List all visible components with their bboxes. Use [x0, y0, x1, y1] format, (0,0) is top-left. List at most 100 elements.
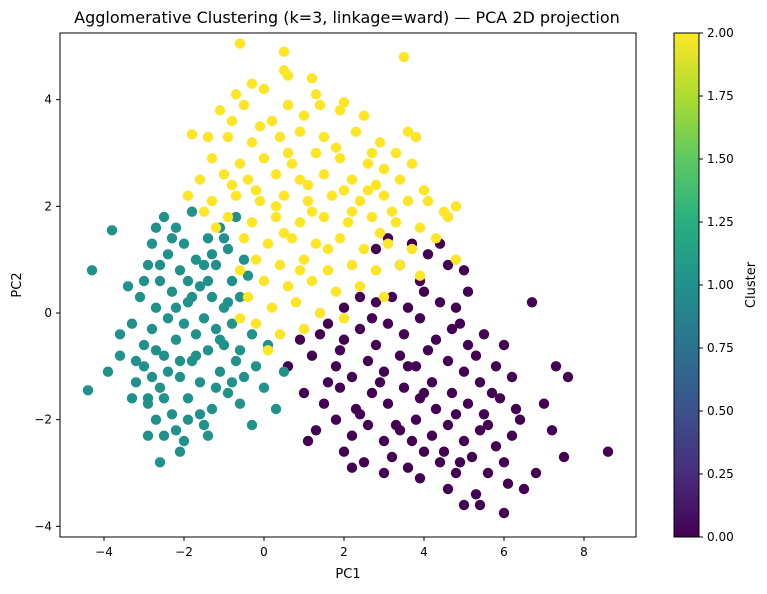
point-cluster-2 — [422, 195, 434, 207]
point-cluster-0 — [482, 419, 494, 431]
point-cluster-2 — [214, 105, 226, 116]
point-cluster-1 — [222, 297, 234, 308]
colorbar-tick-label: 1.75 — [707, 89, 734, 103]
point-cluster-0 — [546, 425, 558, 436]
point-cluster-0 — [418, 387, 430, 399]
point-cluster-2 — [330, 142, 342, 153]
point-cluster-0 — [334, 382, 346, 393]
point-cluster-1 — [246, 329, 258, 340]
colorbar-tick-label: 0.00 — [707, 530, 734, 544]
point-cluster-1 — [278, 366, 290, 377]
point-cluster-2 — [226, 179, 238, 191]
point-cluster-1 — [270, 403, 282, 415]
point-cluster-0 — [434, 297, 446, 308]
point-cluster-0 — [498, 339, 510, 351]
point-cluster-1 — [158, 393, 170, 404]
point-cluster-2 — [302, 179, 314, 191]
point-cluster-2 — [386, 206, 398, 217]
point-cluster-0 — [418, 286, 430, 297]
point-cluster-1 — [242, 270, 254, 281]
point-cluster-2 — [258, 275, 270, 287]
point-cluster-0 — [362, 355, 374, 367]
point-cluster-1 — [162, 313, 174, 324]
point-cluster-0 — [450, 302, 462, 313]
colorbar-tick-label: 2.00 — [707, 26, 734, 40]
point-cluster-0 — [450, 467, 462, 479]
point-cluster-1 — [222, 243, 234, 255]
point-cluster-1 — [206, 249, 218, 260]
colorbar-axis: 0.00 0.25 0.50 0.75 1.00 1.25 1.50 1.75 2.00 — [699, 26, 734, 544]
point-cluster-0 — [330, 414, 342, 425]
colorbar-tick-label: 1.25 — [707, 215, 734, 229]
point-cluster-2 — [194, 174, 206, 185]
point-cluster-1 — [230, 355, 242, 367]
point-cluster-2 — [406, 158, 418, 169]
x-tick-label: 2 — [340, 545, 348, 559]
point-cluster-0 — [382, 398, 394, 409]
y-axis: −4 −2 0 2 4 — [34, 93, 60, 533]
point-cluster-2 — [254, 121, 266, 132]
point-cluster-2 — [258, 83, 270, 95]
point-cluster-0 — [298, 387, 310, 399]
point-cluster-0 — [454, 457, 466, 468]
y-axis-label: PC2 — [10, 272, 25, 297]
point-cluster-1 — [114, 350, 126, 361]
point-cluster-0 — [398, 382, 410, 393]
point-cluster-0 — [474, 377, 486, 388]
point-cluster-2 — [246, 78, 258, 89]
cluster-1-points — [82, 206, 290, 468]
point-cluster-2 — [182, 190, 194, 201]
point-cluster-2 — [278, 190, 290, 201]
point-cluster-2 — [310, 147, 322, 159]
point-cluster-2 — [374, 137, 386, 148]
chart-title: Agglomerative Clustering (k=3, linkage=w… — [74, 8, 620, 27]
point-cluster-2 — [310, 238, 322, 249]
point-cluster-2 — [314, 307, 326, 319]
point-cluster-0 — [430, 334, 442, 345]
point-cluster-1 — [202, 430, 214, 441]
point-cluster-2 — [366, 211, 378, 223]
point-cluster-0 — [354, 409, 366, 420]
point-cluster-0 — [422, 249, 434, 260]
point-cluster-2 — [354, 281, 366, 292]
point-cluster-0 — [466, 451, 478, 463]
y-tick-label: 4 — [44, 93, 52, 107]
point-cluster-2 — [414, 222, 426, 233]
point-cluster-0 — [366, 387, 378, 399]
point-cluster-0 — [498, 457, 510, 468]
y-tick-label: 2 — [44, 199, 52, 213]
point-cluster-2 — [234, 265, 246, 276]
point-cluster-1 — [166, 409, 178, 420]
point-cluster-0 — [378, 366, 390, 377]
point-cluster-2 — [246, 137, 258, 148]
point-cluster-1 — [150, 222, 162, 233]
point-cluster-2 — [238, 99, 250, 111]
point-cluster-2 — [378, 163, 390, 175]
point-cluster-2 — [338, 313, 350, 324]
point-cluster-2 — [210, 222, 222, 233]
point-cluster-1 — [198, 313, 210, 324]
point-cluster-0 — [402, 462, 414, 473]
point-cluster-1 — [142, 393, 154, 404]
point-cluster-2 — [298, 323, 310, 335]
point-cluster-2 — [266, 115, 278, 127]
point-cluster-2 — [258, 153, 270, 164]
point-cluster-0 — [602, 446, 614, 457]
point-cluster-1 — [86, 265, 98, 276]
point-cluster-2 — [370, 179, 382, 191]
point-cluster-0 — [362, 419, 374, 431]
point-cluster-0 — [518, 483, 530, 495]
point-cluster-1 — [126, 318, 138, 329]
point-cluster-0 — [426, 430, 438, 441]
point-cluster-0 — [402, 361, 414, 372]
point-cluster-0 — [478, 329, 490, 340]
point-cluster-0 — [410, 414, 422, 425]
point-cluster-0 — [438, 446, 450, 457]
point-cluster-1 — [122, 281, 134, 292]
point-cluster-0 — [378, 467, 390, 479]
point-cluster-1 — [182, 393, 194, 404]
point-cluster-2 — [402, 126, 414, 137]
point-cluster-0 — [478, 409, 490, 420]
point-cluster-2 — [318, 131, 330, 143]
